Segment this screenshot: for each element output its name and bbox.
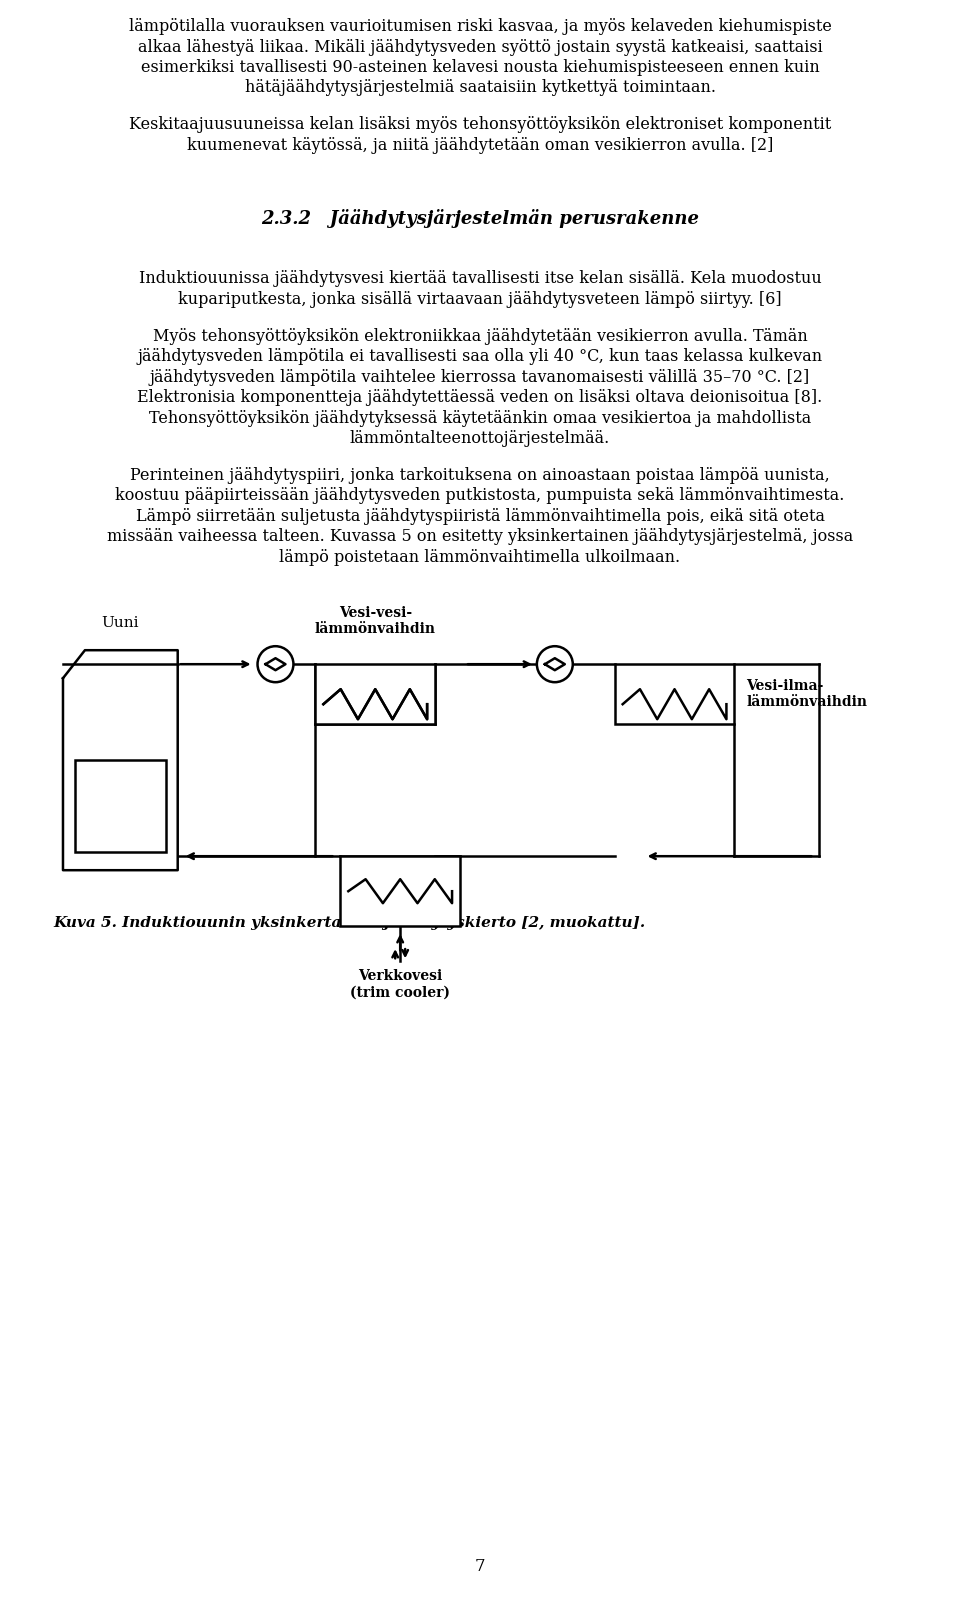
Text: Perinteinen jäähdytyspiiri, jonka tarkoituksena on ainoastaan poistaa lämpöä uun: Perinteinen jäähdytyspiiri, jonka tarkoi… xyxy=(131,467,829,483)
Bar xyxy=(316,664,435,725)
Bar xyxy=(614,664,734,725)
Text: 7: 7 xyxy=(474,1558,486,1574)
Bar xyxy=(341,856,460,926)
Text: Lämpö siirretään suljetusta jäähdytyspiiristä lämmönvaihtimella pois, eikä sitä : Lämpö siirretään suljetusta jäähdytyspii… xyxy=(135,507,825,525)
Text: Keskitaajuusuuneissa kelan lisäksi myös tehonsyöttöyksikön elektroniset komponen: Keskitaajuusuuneissa kelan lisäksi myös … xyxy=(129,117,831,133)
Text: koostuu pääpiirteissään jäähdytysveden putkistosta, pumpuista sekä lämmönvaihtim: koostuu pääpiirteissään jäähdytysveden p… xyxy=(115,488,845,504)
Text: hätäjäähdytysjärjestelmiä saataisiin kytkettyä toimintaan.: hätäjäähdytysjärjestelmiä saataisiin kyt… xyxy=(245,80,715,96)
Text: Induktiouunissa jäähdytysvesi kiertää tavallisesti itse kelan sisällä. Kela muod: Induktiouunissa jäähdytysvesi kiertää ta… xyxy=(138,270,822,286)
Text: missään vaiheessa talteen. Kuvassa 5 on esitetty yksinkertainen jäähdytysjärjest: missään vaiheessa talteen. Kuvassa 5 on … xyxy=(107,528,853,546)
Text: jäähdytysveden lämpötila ei tavallisesti saa olla yli 40 °C, kun taas kelassa ku: jäähdytysveden lämpötila ei tavallisesti… xyxy=(137,349,823,365)
Text: esimerkiksi tavallisesti 90-asteinen kelavesi nousta kiehumispisteeseen ennen ku: esimerkiksi tavallisesti 90-asteinen kel… xyxy=(140,59,820,75)
Text: Kuva 5. Induktiouunin yksinkertainen jäähdytyskierto [2, muokattu].: Kuva 5. Induktiouunin yksinkertainen jää… xyxy=(53,915,645,930)
Circle shape xyxy=(537,646,573,682)
Text: Elektronisia komponentteja jäähdytettäessä veden on lisäksi oltava deionisoitua : Elektronisia komponentteja jäähdytettäes… xyxy=(137,389,823,406)
Text: jäähdytysveden lämpötila vaihtelee kierrossa tavanomaisesti välillä 35–70 °C. [2: jäähdytysveden lämpötila vaihtelee kierr… xyxy=(150,368,810,386)
Text: Verkkovesi
(trim cooler): Verkkovesi (trim cooler) xyxy=(350,970,450,1000)
Text: lämpötilalla vuorauksen vaurioitumisen riski kasvaa, ja myös kelaveden kiehumisp: lämpötilalla vuorauksen vaurioitumisen r… xyxy=(129,18,831,35)
Circle shape xyxy=(257,646,294,682)
Text: kuumenevat käytössä, ja niitä jäähdytetään oman vesikierron avulla. [2]: kuumenevat käytössä, ja niitä jäähdytetä… xyxy=(187,138,773,154)
Text: kupariputkesta, jonka sisällä virtaavaan jäähdytysveteen lämpö siirtyy. [6]: kupariputkesta, jonka sisällä virtaavaan… xyxy=(179,291,781,307)
Text: lämpö poistetaan lämmönvaihtimella ulkoilmaan.: lämpö poistetaan lämmönvaihtimella ulkoi… xyxy=(279,549,681,566)
Bar xyxy=(75,760,166,853)
Text: Myös tehonsyöttöyksikön elektroniikkaa jäähdytetään vesikierron avulla. Tämän: Myös tehonsyöttöyksikön elektroniikkaa j… xyxy=(153,328,807,344)
Text: Vesi-vesi-
lämmönvaihdin: Vesi-vesi- lämmönvaihdin xyxy=(315,606,436,637)
Text: Uuni: Uuni xyxy=(102,616,139,630)
Text: 2.3.2   Jäähdytysjärjestelmän perusrakenne: 2.3.2 Jäähdytysjärjestelmän perusrakenne xyxy=(261,208,699,227)
Text: Tehonsyöttöyksikön jäähdytyksessä käytetäänkin omaa vesikiertoa ja mahdollista: Tehonsyöttöyksikön jäähdytyksessä käytet… xyxy=(149,410,811,427)
Text: alkaa lähestyä liikaa. Mikäli jäähdytysveden syöttö jostain syystä katkeaisi, sa: alkaa lähestyä liikaa. Mikäli jäähdytysv… xyxy=(137,38,823,56)
Text: Vesi-ilma-
lämmönvaihdin: Vesi-ilma- lämmönvaihdin xyxy=(746,678,868,709)
Text: lämmöntalteenottojärjestelmää.: lämmöntalteenottojärjestelmää. xyxy=(349,430,611,446)
